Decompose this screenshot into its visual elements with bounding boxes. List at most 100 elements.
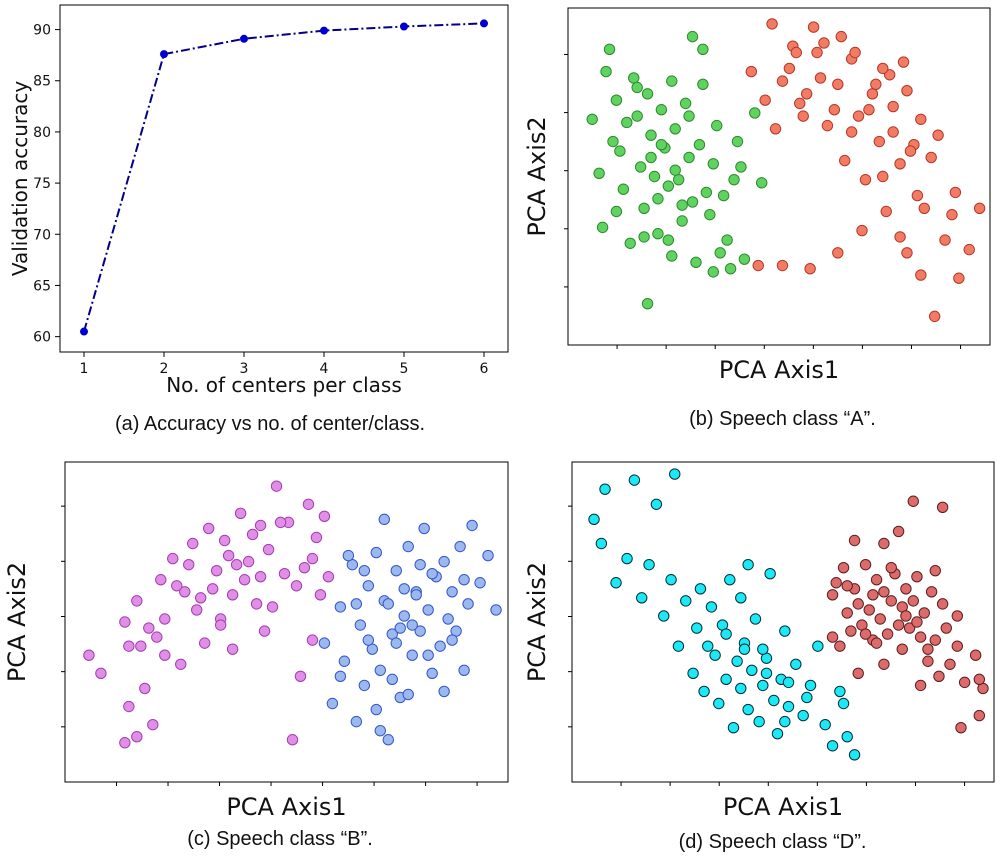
scatter-point-series-0 — [226, 589, 239, 601]
x-tick-label: 5 — [400, 361, 409, 377]
accuracy-point — [480, 19, 488, 28]
scatter-point-series-1 — [350, 598, 363, 610]
scatter-point-series-0 — [254, 519, 267, 532]
caption-c: (c) Speech class “B”. — [187, 828, 373, 850]
scatter-point-series-0 — [690, 256, 702, 269]
scatter-point-series-0 — [628, 474, 641, 486]
scatter-point-series-1 — [856, 224, 868, 237]
scatter-point-series-1 — [936, 598, 949, 610]
scatter-point-series-1 — [892, 525, 905, 538]
scatter-point-series-1 — [973, 709, 986, 722]
scatter-point-series-0 — [641, 297, 654, 310]
scatter-point-series-0 — [676, 199, 688, 211]
scatter-point-series-0 — [151, 631, 163, 643]
scatter-point-series-0 — [638, 202, 650, 214]
scatter-point-series-0 — [672, 173, 685, 186]
scatter-point-series-1 — [940, 622, 952, 634]
scatter-point-series-0 — [801, 691, 813, 704]
scatter-point-series-1 — [354, 619, 367, 631]
scatter-point-series-1 — [894, 158, 906, 170]
scatter-point-series-0 — [728, 173, 740, 186]
scatter-point-series-0 — [95, 667, 107, 680]
scatter-point-series-0 — [131, 731, 143, 743]
scatter-point-series-0 — [760, 667, 773, 680]
scatter-point-series-1 — [390, 564, 402, 577]
x-axis-label: PCA Axis1 — [719, 356, 839, 384]
scatter-point-series-0 — [698, 685, 710, 698]
panel-b: PCA Axis1 PCA Axis2 — [520, 0, 1005, 440]
scatter-point-series-1 — [903, 622, 916, 634]
scatter-point-series-1 — [394, 622, 406, 634]
scatter-point-series-1 — [426, 667, 438, 680]
scatter-point-series-1 — [877, 170, 889, 183]
scatter-point-series-0 — [665, 574, 677, 586]
accuracy-series-line — [83, 22, 485, 332]
scatter-point-series-1 — [914, 631, 927, 643]
scatter-point-series-0 — [147, 718, 159, 731]
scatter-point-series-1 — [414, 558, 426, 571]
scatter-point-series-1 — [928, 310, 941, 323]
scatter-point-series-1 — [896, 643, 908, 655]
scatter-point-series-1 — [852, 598, 864, 610]
scatter-point-series-1 — [870, 78, 882, 91]
scatter-point-series-0 — [596, 221, 609, 234]
scatter-point-series-1 — [826, 631, 839, 643]
scatter-point-series-0 — [634, 161, 647, 173]
scatter-point-series-1 — [859, 173, 872, 186]
scatter-point-series-0 — [135, 640, 147, 652]
scatter-point-series-1 — [885, 561, 897, 574]
scatter-point-series-1 — [834, 640, 846, 652]
scatter-point-series-1 — [841, 607, 853, 619]
scatter-point-series-1 — [925, 151, 937, 164]
scatter-point-series-0 — [826, 740, 839, 752]
scatter-point-series-1 — [406, 649, 418, 661]
scatter-point-series-0 — [735, 592, 747, 604]
scatter-point-series-1 — [852, 110, 865, 122]
scatter-point-series-0 — [214, 619, 227, 631]
scatter-point-series-1 — [892, 619, 905, 631]
scatter-point-series-1 — [832, 247, 844, 259]
scatter-point-series-0 — [782, 700, 795, 713]
scatter-point-series-1 — [350, 715, 363, 728]
scatter-point-series-1 — [969, 649, 982, 661]
scatter-point-series-0 — [693, 139, 706, 151]
scatter-point-series-0 — [768, 694, 780, 707]
scatter-point-series-1 — [883, 69, 896, 81]
scatter-point-series-0 — [669, 123, 681, 135]
scatter-point-series-1 — [752, 259, 764, 272]
scatter-point-series-0 — [676, 215, 688, 227]
scatter-point-series-0 — [652, 228, 664, 240]
scatter-point-series-1 — [887, 126, 899, 138]
scatter-point-series-1 — [939, 234, 951, 246]
scatter-point-series-0 — [238, 574, 251, 586]
scatter-point-series-0 — [749, 107, 761, 119]
y-tick-label: 75 — [33, 176, 51, 192]
scatter-point-series-1 — [881, 628, 894, 640]
scatter-point-series-1 — [818, 37, 830, 49]
scatter-point-series-1 — [880, 205, 892, 218]
scatter-point-series-1 — [474, 577, 486, 589]
scatter-point-series-1 — [821, 119, 834, 132]
scatter-point-series-1 — [438, 685, 450, 698]
scatter-point-series-1 — [446, 586, 458, 598]
scatter-point-series-1 — [374, 724, 386, 737]
scatter-point-series-0 — [607, 135, 619, 148]
scatter-point-series-0 — [652, 193, 664, 205]
scatter-point-series-1 — [446, 634, 458, 646]
scatter-point-series-1 — [382, 598, 394, 610]
y-tick-label: 60 — [33, 330, 51, 346]
scatter-point-series-0 — [171, 580, 183, 592]
scatter-point-series-1 — [458, 574, 470, 586]
scatter-point-series-1 — [482, 549, 494, 562]
scatter-point-series-0 — [779, 625, 791, 637]
scatter-point-series-1 — [342, 549, 355, 562]
scatter-point-series-0 — [202, 522, 215, 535]
y-axis-label: Validation accuracy — [8, 81, 32, 277]
scatter-point-series-0 — [724, 574, 736, 586]
scatter-point-series-1 — [832, 78, 844, 91]
scatter-point-series-0 — [610, 577, 622, 589]
scatter-point-series-1 — [362, 634, 375, 646]
scatter-point-series-1 — [370, 703, 382, 716]
scatter-point-series-1 — [438, 555, 450, 568]
scatter-point-series-0 — [666, 250, 678, 262]
